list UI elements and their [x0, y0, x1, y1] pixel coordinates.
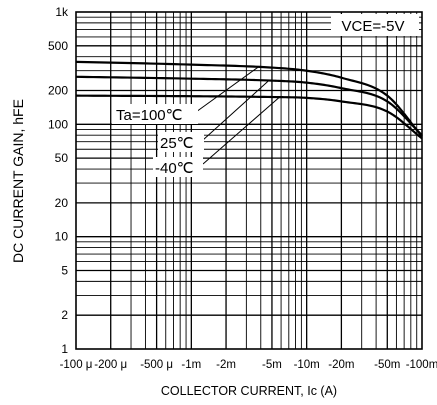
x-tick-label: -1m [181, 359, 201, 371]
y-tick-label: 1k [55, 5, 69, 19]
series-label-ta100: Ta=100℃ [116, 107, 182, 124]
curve-series-1 [75, 75, 423, 137]
x-tick-label: -100m [406, 359, 437, 371]
x-tick-label: -2m [216, 359, 236, 371]
gain-curves [75, 60, 423, 140]
x-tick-label: -100 μ [60, 359, 93, 371]
x-tick-label: -50m [374, 359, 400, 371]
condition-label: VCE=-5V [342, 18, 405, 35]
series-label-bg-1 [112, 104, 198, 124]
x-tick-labels: -100 μ -200 μ -500 μ -1m -2m -5m -10m -20m -50m -… [60, 359, 437, 371]
y-tick-label: 10 [55, 230, 69, 244]
series-label-bg-2 [158, 132, 204, 152]
y-tick-label: 200 [48, 84, 68, 98]
label-leaders [195, 66, 280, 165]
series-label-minus40c: -40℃ [155, 160, 194, 177]
x-tick-label: -5m [262, 359, 282, 371]
y-tick-label: 5 [61, 263, 68, 277]
plot-frame [75, 11, 423, 350]
series-label-25c: 25℃ [160, 135, 194, 152]
condition-label-bg [331, 14, 419, 36]
leader-line [202, 96, 280, 165]
leader-line [195, 66, 259, 113]
series-label-bg-3 [153, 157, 203, 177]
y-tick-label: 2 [61, 308, 68, 322]
x-axis-label: COLLECTOR CURRENT, Ic (A) [161, 384, 337, 398]
y-tick-label: 1 [61, 342, 68, 356]
minor-grid [76, 12, 422, 349]
curve-series-0 [75, 60, 423, 138]
y-tick-label: 100 [48, 117, 68, 131]
y-axis-label: DC CURRENT GAIN, hFE [10, 99, 26, 263]
x-tick-label: -10m [294, 359, 320, 371]
y-tick-label: 50 [55, 151, 69, 165]
y-tick-label: 20 [55, 196, 69, 210]
leader-line [202, 80, 270, 141]
curve-series-2 [75, 94, 423, 140]
x-tick-label: -200 μ [94, 359, 127, 371]
y-tick-label: 500 [48, 39, 68, 53]
x-tick-label: -20m [328, 359, 354, 371]
x-tick-label: -500 μ [140, 359, 173, 371]
y-tick-labels: 1 2 5 10 20 50 100 200 500 1k [48, 5, 69, 356]
